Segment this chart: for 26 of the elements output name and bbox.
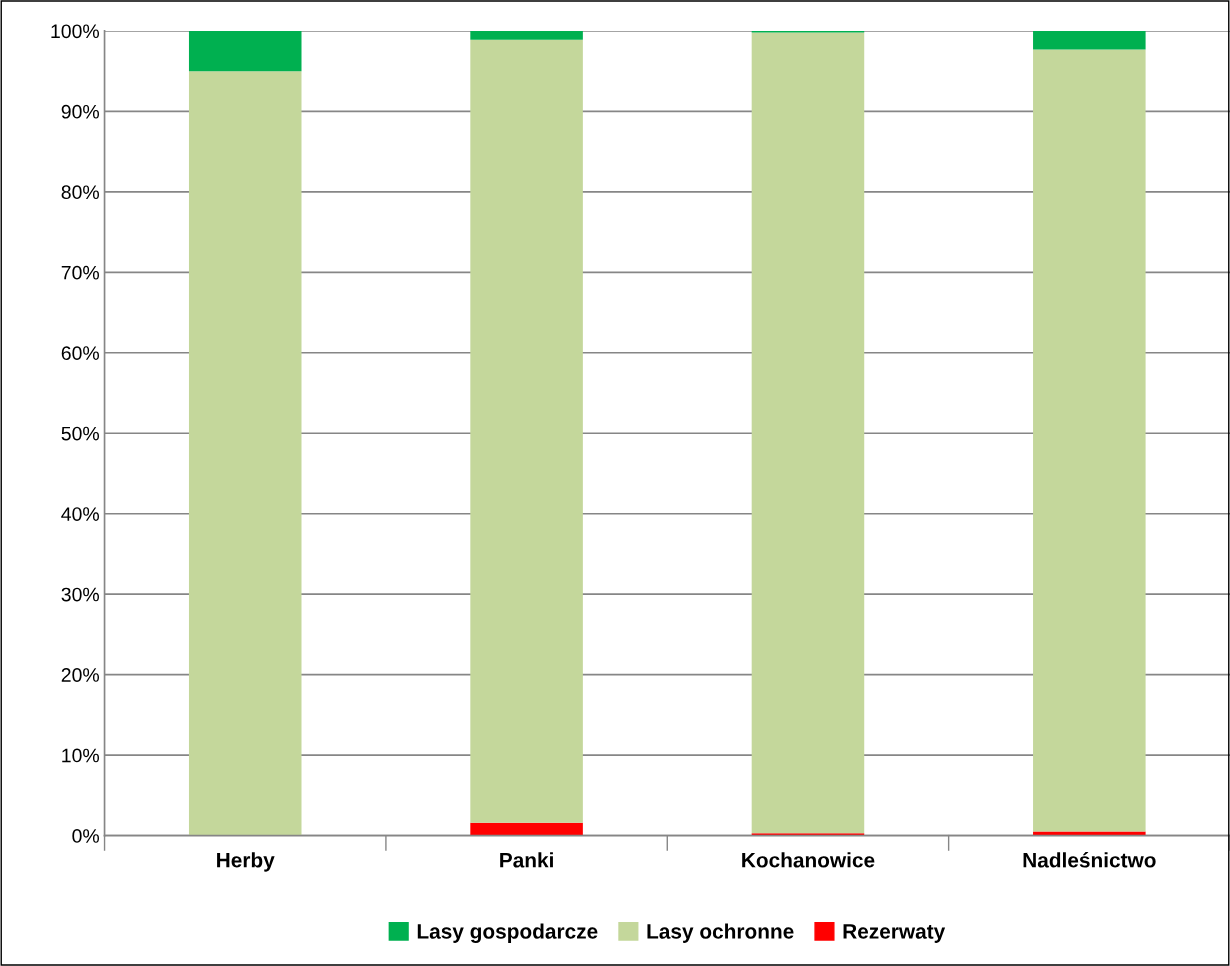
bar xyxy=(188,30,302,72)
y-tick-label: 50% xyxy=(61,426,99,441)
legend-label: Rezerwaty xyxy=(843,924,946,943)
y-tick-label: 20% xyxy=(61,668,99,682)
bar xyxy=(751,32,865,834)
x-tick-label: Panki xyxy=(500,852,553,868)
x-tick-label: Herby xyxy=(217,852,275,872)
y-tick-label: 80% xyxy=(61,185,99,200)
y-tick-label: 0% xyxy=(72,829,99,843)
bar xyxy=(470,822,583,836)
bar xyxy=(470,39,583,823)
legend-label: Lasy ochronne xyxy=(647,923,794,943)
bar xyxy=(188,71,302,836)
y-tick-label: 100% xyxy=(51,24,99,39)
y-tick-label: 60% xyxy=(61,346,99,361)
legend-label: Lasy gospodarcze xyxy=(417,923,598,943)
x-tick-label: Nadleśnictwo xyxy=(1023,852,1156,868)
y-tick-label: 40% xyxy=(61,507,99,521)
bar xyxy=(470,30,583,40)
bar xyxy=(1033,30,1146,50)
y-tick-label: 70% xyxy=(61,265,99,280)
x-tick-label: Kochanowice xyxy=(742,852,875,868)
y-tick-label: 30% xyxy=(61,587,99,602)
y-tick-label: 90% xyxy=(61,104,99,119)
y-tick-label: 10% xyxy=(62,748,99,763)
bar xyxy=(1033,49,1146,832)
